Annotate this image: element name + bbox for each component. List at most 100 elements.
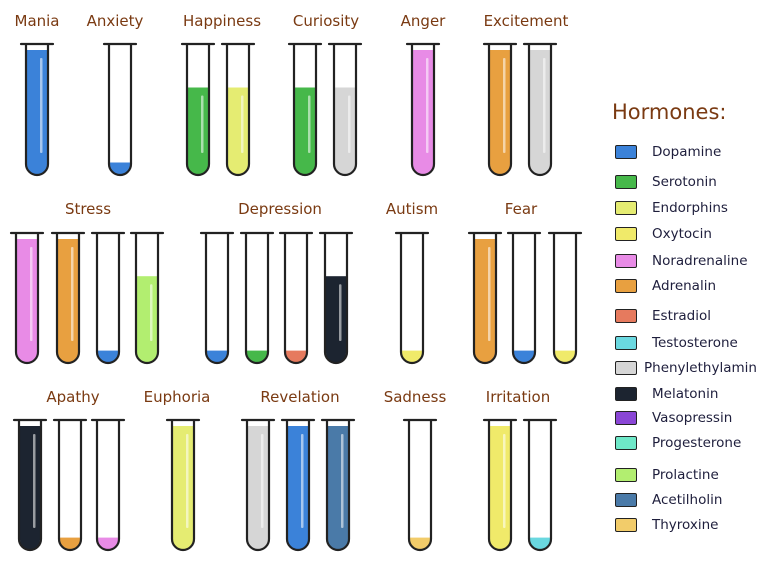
test-tube-fear-dopamine (508, 233, 540, 365)
tube-outline (513, 233, 535, 363)
fill-level-phenylethylamin (333, 88, 357, 178)
fill-level-endorphins (171, 426, 195, 552)
legend-swatch (615, 201, 637, 215)
legend-label: Melatonin (652, 384, 718, 404)
legend-label: Phenylethylamin (644, 358, 757, 378)
fill-level-endorphins (226, 88, 250, 178)
test-tube-revelation-acetilholin (322, 420, 354, 552)
emotion-label-curiosity: Curiosity (293, 12, 359, 30)
legend-label: Prolactine (652, 465, 719, 485)
legend-swatch (615, 279, 637, 293)
fill-level-adrenalin (473, 239, 497, 365)
legend-swatch (615, 175, 637, 189)
tube-outline (554, 233, 576, 363)
legend-label: Noradrenaline (652, 251, 748, 271)
glass-highlight (201, 96, 204, 154)
glass-highlight (543, 58, 546, 153)
fill-level-serotonin (293, 88, 317, 178)
fill-level-noradrenaline (411, 50, 435, 177)
test-tube-revelation-dopamine (282, 420, 314, 552)
legend-swatch (615, 336, 637, 350)
test-tube-depression-serotonin (241, 233, 273, 365)
emotion-label-anger: Anger (401, 12, 446, 30)
test-tube-irritation-oxytocin (484, 420, 516, 552)
legend-swatch (615, 493, 637, 507)
test-tube-apathy-noradrenaline (92, 420, 124, 552)
legend-swatch (615, 145, 637, 159)
fill-level-dopamine (25, 50, 49, 177)
glass-highlight (186, 434, 189, 528)
test-tube-happiness-serotonin (182, 44, 214, 177)
glass-highlight (426, 58, 429, 153)
glass-highlight (503, 434, 506, 528)
fill-level-serotonin (186, 88, 210, 178)
fill-level-phenylethylamin (528, 50, 552, 177)
fill-level-phenylethylamin (246, 426, 270, 552)
legend-label: Dopamine (652, 142, 721, 162)
glass-highlight (40, 58, 43, 153)
emotion-label-apathy: Apathy (46, 388, 99, 406)
legend-swatch (615, 361, 637, 375)
emotion-label-autism: Autism (386, 200, 438, 218)
tube-outline (109, 44, 131, 175)
test-tube-excitement-phenylethylamin (524, 44, 556, 177)
legend-title: Hormones: (612, 100, 726, 124)
legend-label: Testosterone (652, 333, 738, 353)
glass-highlight (241, 96, 244, 154)
test-tube-happiness-endorphins (222, 44, 254, 177)
glass-highlight (301, 434, 304, 528)
fill-level-dopamine (286, 426, 310, 552)
emotion-label-revelation: Revelation (260, 388, 339, 406)
glass-highlight (341, 434, 344, 528)
test-tube-irritation-testosterone (524, 420, 556, 552)
fill-level-melatonin (18, 426, 42, 552)
legend-swatch (615, 411, 637, 425)
tube-outline (246, 233, 268, 363)
glass-highlight (30, 247, 33, 341)
emotion-label-mania: Mania (15, 12, 60, 30)
tube-outline (97, 233, 119, 363)
emotion-label-excitement: Excitement (484, 12, 569, 30)
test-tube-curiosity-phenylethylamin (329, 44, 361, 177)
glass-highlight (488, 247, 491, 341)
fill-level-prolactine (135, 276, 159, 365)
tube-outline (401, 233, 423, 363)
emotion-label-anxiety: Anxiety (87, 12, 144, 30)
fill-level-melatonin (324, 276, 348, 365)
test-tube-fear-oxytocin (549, 233, 581, 365)
test-tube-apathy-melatonin (14, 420, 46, 552)
emotion-label-stress: Stress (65, 200, 111, 218)
test-tube-stress-dopamine (92, 233, 124, 365)
legend-label: Acetilholin (652, 490, 722, 510)
glass-highlight (33, 434, 36, 528)
legend-label: Oxytocin (652, 224, 712, 244)
test-tube-depression-melatonin (320, 233, 352, 365)
legend-swatch (615, 254, 637, 268)
test-tube-stress-noradrenaline (11, 233, 43, 365)
tube-outline (97, 420, 119, 550)
tube-outline (529, 420, 551, 550)
emotion-label-fear: Fear (505, 200, 537, 218)
legend-swatch (615, 387, 637, 401)
legend-swatch (615, 468, 637, 482)
tube-outline (285, 233, 307, 363)
test-tube-stress-prolactine (131, 233, 163, 365)
legend-label: Progesterone (652, 433, 741, 453)
legend-label: Thyroxine (652, 515, 719, 535)
test-tube-fear-adrenalin (469, 233, 501, 365)
test-tube-sadness-thyroxine (404, 420, 436, 552)
fill-level-acetilholin (326, 426, 350, 552)
test-tube-apathy-adrenalin (54, 420, 86, 552)
fill-level-adrenalin (56, 239, 80, 365)
glass-highlight (348, 96, 351, 154)
legend-swatch (615, 309, 637, 323)
glass-highlight (308, 96, 311, 154)
glass-highlight (261, 434, 264, 528)
legend-label: Adrenalin (652, 276, 716, 296)
test-tube-stress-adrenalin (52, 233, 84, 365)
test-tube-anger-noradrenaline (407, 44, 439, 177)
glass-highlight (503, 58, 506, 153)
legend-label: Estradiol (652, 306, 711, 326)
legend-label: Endorphins (652, 198, 728, 218)
